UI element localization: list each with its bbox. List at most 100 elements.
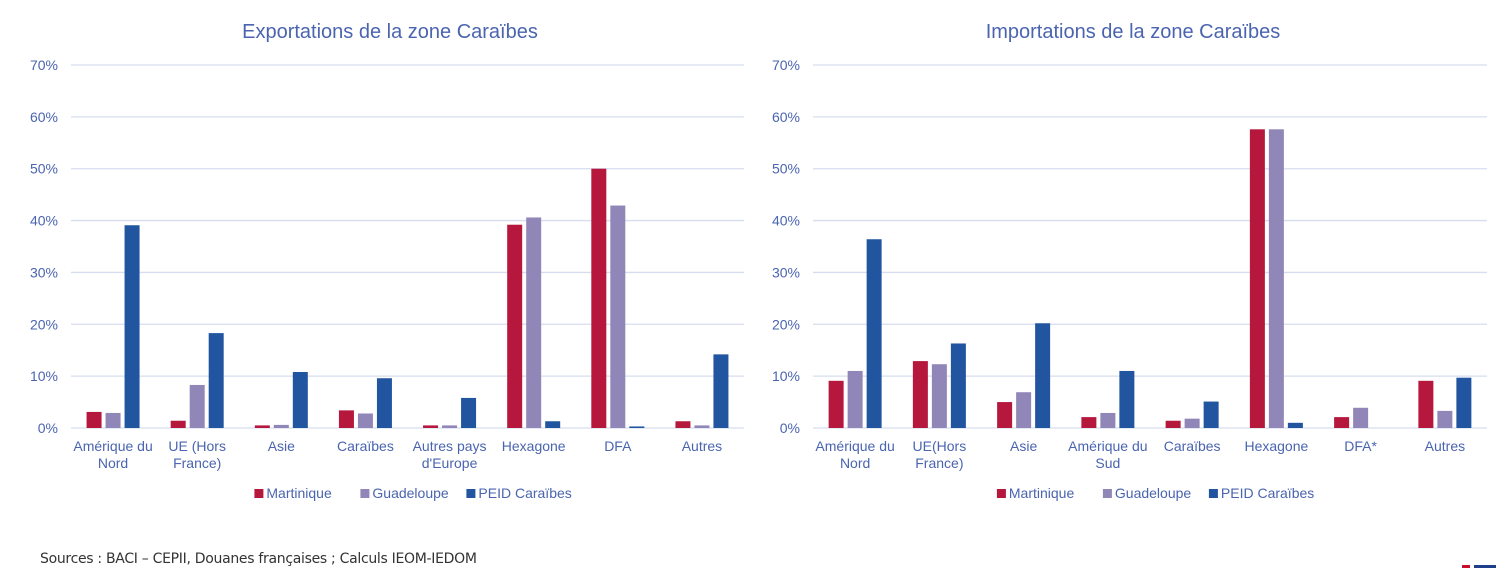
- y-tick-label: 10%: [772, 368, 800, 384]
- x-tick-label: Amérique du: [1068, 438, 1147, 454]
- chart-title: Exportations de la zone Caraïbes: [242, 21, 538, 43]
- bar-guadeloupe-1: [931, 364, 947, 428]
- bar-guadeloupe-1: [189, 384, 205, 428]
- bar-guadeloupe-0: [847, 370, 863, 428]
- bar-guadeloupe-7: [694, 425, 710, 428]
- bar-peid-cara-bes-6: [629, 426, 645, 428]
- legend-label: Martinique: [266, 485, 332, 501]
- bar-martinique-0: [86, 411, 102, 428]
- legend-item-guadeloupe: Guadeloupe: [360, 485, 449, 501]
- y-tick-label: 60%: [772, 109, 800, 125]
- x-tick-label: UE(Hors: [913, 438, 967, 454]
- y-tick-label: 60%: [30, 109, 58, 125]
- bar-martinique-3: [1081, 417, 1097, 428]
- bar-martinique-3: [338, 410, 354, 428]
- bar-martinique-7: [1418, 380, 1434, 428]
- x-tick-label: Asie: [268, 438, 295, 454]
- y-tick-label: 20%: [772, 316, 800, 332]
- legend-swatch: [466, 489, 476, 498]
- legend-swatch: [1102, 489, 1112, 498]
- legend-swatch: [254, 489, 264, 498]
- y-tick-label: 40%: [772, 213, 800, 229]
- x-tick-label: UE (Hors: [168, 438, 226, 454]
- bar-guadeloupe-5: [526, 217, 542, 428]
- chart-title: Importations de la zone Caraïbes: [986, 21, 1281, 43]
- bar-peid-cara-bes-2: [292, 371, 308, 428]
- bar-peid-cara-bes-5: [1287, 422, 1303, 428]
- x-tick-label: Amérique du: [73, 438, 152, 454]
- bar-peid-cara-bes-1: [950, 343, 966, 428]
- y-tick-label: 70%: [30, 57, 58, 73]
- x-tick-label: Nord: [98, 455, 128, 471]
- bar-guadeloupe-6: [610, 205, 626, 428]
- imports-chart-svg: Importations de la zone Caraïbes 0% 10% 20%…: [772, 21, 1487, 501]
- bar-martinique-2: [254, 425, 270, 428]
- bar-peid-cara-bes-7: [713, 354, 729, 428]
- x-tick-label: Autres: [682, 438, 722, 454]
- legend-swatch: [996, 489, 1006, 498]
- bar-guadeloupe-6: [1353, 407, 1369, 428]
- y-tick-label: 20%: [30, 316, 58, 332]
- legend-label: PEID Caraïbes: [478, 485, 571, 501]
- y-tick-label: 70%: [772, 57, 800, 73]
- bar-martinique-7: [675, 421, 691, 428]
- y-tick-label: 30%: [30, 264, 58, 280]
- bar-martinique-6: [591, 168, 607, 428]
- imports-chart: Importations de la zone Caraïbes 0% 10% 20%…: [752, 0, 1504, 520]
- x-tick-label: Sud: [1095, 455, 1120, 471]
- y-tick-label: 40%: [30, 213, 58, 229]
- exports-chart: Exportations de la zone Caraïbes 0% 10% 20%…: [0, 0, 752, 520]
- legend-swatch: [360, 489, 370, 498]
- bar-martinique-4: [1165, 420, 1181, 428]
- bar-peid-cara-bes-0: [124, 225, 140, 428]
- bar-guadeloupe-4: [442, 425, 458, 428]
- bar-peid-cara-bes-5: [545, 421, 561, 428]
- legend-item-peid-cara-bes: PEID Caraïbes: [466, 485, 572, 501]
- y-tick-label: 0%: [780, 420, 800, 436]
- bar-peid-cara-bes-1: [208, 333, 224, 428]
- legend-item-peid-cara-bes: PEID Caraïbes: [1208, 485, 1314, 501]
- bar-peid-cara-bes-3: [1119, 370, 1135, 428]
- bar-guadeloupe-2: [1016, 392, 1032, 428]
- x-tick-label: DFA*: [1344, 438, 1377, 454]
- legend-item-guadeloupe: Guadeloupe: [1102, 485, 1191, 501]
- x-tick-label: Caraïbes: [337, 438, 394, 454]
- bar-peid-cara-bes-3: [376, 378, 392, 428]
- legend-swatch: [1208, 489, 1218, 498]
- bar-peid-cara-bes-0: [866, 239, 882, 428]
- bar-guadeloupe-3: [357, 413, 373, 428]
- bar-martinique-4: [423, 425, 439, 428]
- x-tick-label: d'Europe: [422, 455, 478, 471]
- y-tick-label: 10%: [30, 368, 58, 384]
- bar-peid-cara-bes-4: [1203, 401, 1219, 428]
- bar-guadeloupe-2: [273, 424, 289, 428]
- y-tick-label: 30%: [772, 264, 800, 280]
- bar-martinique-2: [997, 402, 1013, 428]
- x-tick-label: Hexagone: [502, 438, 566, 454]
- bar-martinique-6: [1334, 417, 1350, 428]
- x-tick-label: France): [915, 455, 963, 471]
- y-tick-label: 50%: [30, 161, 58, 177]
- legend-label: PEID Caraïbes: [1221, 485, 1314, 501]
- x-tick-label: DFA: [604, 438, 632, 454]
- bar-martinique-5: [507, 224, 523, 428]
- x-tick-label: Asie: [1010, 438, 1037, 454]
- bar-guadeloupe-3: [1100, 412, 1116, 428]
- bar-guadeloupe-5: [1268, 129, 1284, 428]
- bar-guadeloupe-7: [1437, 410, 1453, 428]
- bar-martinique-0: [828, 380, 844, 428]
- exports-chart-svg: Exportations de la zone Caraïbes 0% 10% 20%…: [30, 21, 744, 501]
- legend-label: Guadeloupe: [372, 485, 449, 501]
- x-tick-label: Nord: [840, 455, 870, 471]
- x-tick-label: Autres pays: [413, 438, 487, 454]
- y-tick-label: 50%: [772, 161, 800, 177]
- bar-peid-cara-bes-4: [461, 397, 477, 428]
- bar-martinique-1: [912, 361, 928, 428]
- legend-item-martinique: Martinique: [254, 485, 332, 501]
- legend-label: Martinique: [1009, 485, 1075, 501]
- bar-guadeloupe-0: [105, 412, 121, 428]
- legend-item-martinique: Martinique: [996, 485, 1075, 501]
- bar-martinique-5: [1249, 129, 1265, 428]
- bar-guadeloupe-4: [1184, 418, 1200, 428]
- x-tick-label: Amérique du: [815, 438, 894, 454]
